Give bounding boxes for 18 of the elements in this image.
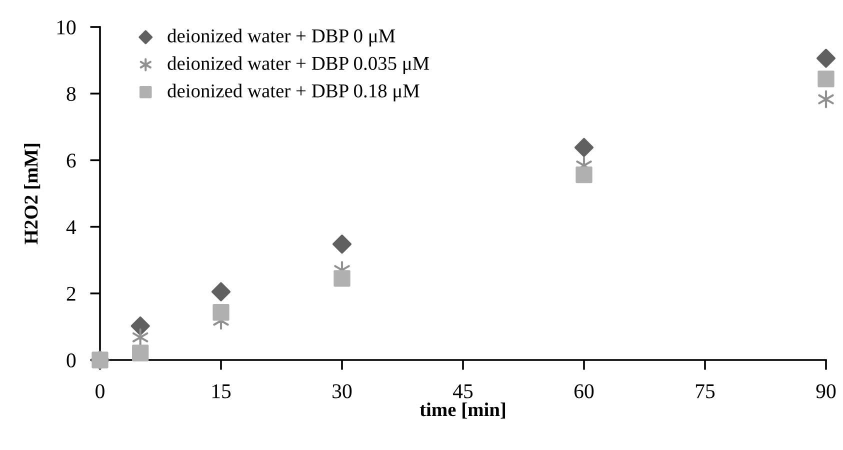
legend-label: deionized water + DBP 0.035 μM — [168, 56, 430, 74]
x-tick-label: 90 — [816, 384, 836, 398]
y-tick-label: 10 — [57, 20, 76, 34]
x-tick-label: 0 — [96, 384, 104, 398]
y-tick-label: 0 — [66, 353, 76, 368]
y-tick-label: 8 — [66, 86, 76, 102]
y-tick-label: 2 — [66, 286, 76, 301]
y-tick-label: 6 — [66, 154, 76, 168]
y-tick-label: 4 — [66, 220, 76, 234]
legend-label: deionized water + DBP 0.18 μM — [168, 84, 420, 102]
x-axis-title: time [min] — [420, 402, 506, 419]
x-tick-label: 45 — [452, 384, 473, 398]
x-tick-label: 60 — [574, 384, 594, 398]
x-tick-label: 15 — [212, 384, 231, 398]
legend-label: deionized water + DBP 0 μM — [168, 28, 396, 46]
y-axis-title: H2O2 [mM] — [24, 144, 40, 244]
x-tick-label: 30 — [332, 384, 352, 398]
x-tick-label: 75 — [696, 384, 715, 398]
